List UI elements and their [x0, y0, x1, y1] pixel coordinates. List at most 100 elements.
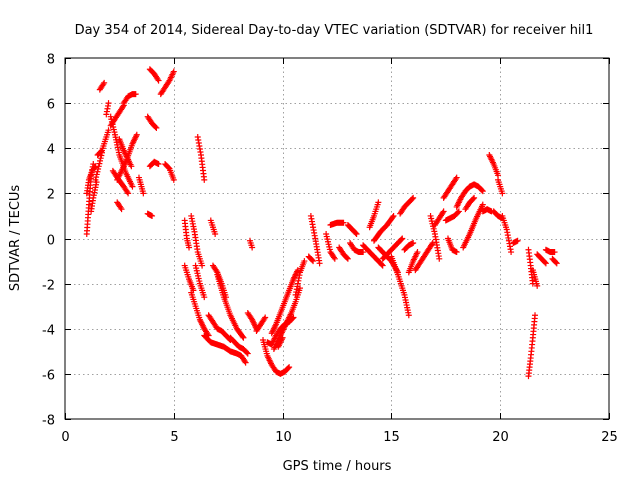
data-point: [128, 163, 135, 170]
series-arc-61: [427, 212, 443, 262]
data-point: [310, 258, 317, 265]
data-point: [199, 262, 206, 269]
data-point: [155, 161, 162, 168]
data-point: [379, 262, 386, 269]
data-point: [118, 206, 125, 213]
y-tick-label: 4: [47, 143, 55, 158]
series-arc-36: [253, 314, 269, 335]
x-axis-label: GPS time / hours: [283, 459, 392, 474]
series-arc-79: [534, 251, 549, 267]
data-point: [453, 174, 460, 181]
series-arc-15: [135, 174, 147, 197]
data-point: [479, 188, 486, 195]
data-point: [155, 77, 162, 84]
series-arc-26: [188, 289, 212, 339]
series-arc-02: [83, 163, 99, 197]
data-point: [213, 267, 220, 274]
data-point: [353, 230, 360, 237]
data-point: [508, 249, 515, 256]
series-arc-70: [479, 206, 495, 215]
series-arc-18: [144, 113, 160, 131]
y-tick-label: 0: [47, 234, 55, 249]
data-point: [352, 230, 359, 237]
data-point: [429, 240, 436, 247]
series-arc-47: [336, 244, 351, 262]
x-tick-label: 0: [61, 430, 69, 445]
data-point: [455, 208, 462, 215]
y-tick-label: 6: [47, 98, 55, 113]
data-point: [440, 208, 447, 215]
data-point: [105, 100, 112, 107]
data-point: [399, 235, 406, 242]
data-point: [149, 212, 156, 219]
data-point: [243, 349, 250, 356]
series-arc-17: [146, 66, 162, 84]
series-arc-55: [388, 253, 412, 319]
data-point: [479, 201, 486, 208]
series-arc-78: [529, 267, 541, 289]
data-point: [95, 166, 102, 173]
data-point: [96, 160, 103, 167]
series-arc-72: [495, 176, 506, 197]
data-point: [119, 103, 126, 110]
data-point: [97, 155, 104, 162]
data-point: [98, 148, 105, 155]
data-point: [124, 189, 131, 196]
series-arc-77: [525, 312, 539, 380]
axis-layer: 0 5 10 15 20 25 -8 -6 -4 -2 0 2 4 6 8: [42, 53, 618, 446]
y-tick-label: -2: [42, 279, 55, 294]
data-point: [551, 249, 558, 256]
series-arc-31: [214, 271, 247, 341]
data-point: [93, 171, 100, 178]
data-point: [389, 214, 396, 221]
series-arc-41: [275, 334, 286, 350]
data-point: [309, 257, 316, 264]
data-point: [117, 204, 124, 211]
y-tick-label: -4: [42, 324, 55, 339]
data-point: [91, 164, 98, 171]
x-tick-label: 5: [170, 430, 178, 445]
y-tick-label: -8: [42, 414, 55, 429]
data-point: [201, 176, 208, 183]
series-arc-74: [499, 212, 515, 256]
series-arc-28: [201, 332, 249, 366]
series-arc-32: [207, 217, 219, 237]
series-arc-67: [460, 201, 486, 251]
points-layer: [83, 66, 560, 380]
series-arc-34: [246, 237, 256, 251]
data-point: [261, 315, 268, 322]
data-point: [286, 364, 293, 371]
series-arc-27: [192, 262, 208, 301]
series-arc-46: [327, 219, 347, 228]
series-arc-14: [114, 199, 125, 213]
data-point: [212, 230, 219, 237]
series-arc-13: [116, 136, 135, 170]
series-arc-68: [466, 181, 486, 195]
data-point: [470, 195, 477, 202]
data-point: [186, 244, 193, 251]
series-arc-44: [305, 253, 317, 265]
series-arc-65: [444, 235, 460, 256]
x-tick-label: 20: [492, 430, 509, 445]
data-point: [240, 334, 247, 341]
y-tick-label: -6: [42, 369, 55, 384]
data-point: [453, 249, 460, 256]
data-point: [201, 294, 208, 301]
series-arc-43: [307, 212, 323, 267]
data-point: [478, 187, 485, 194]
chart-title: Day 354 of 2014, Sidereal Day-to-day VTE…: [75, 23, 594, 38]
series-arc-16: [144, 210, 156, 219]
data-point: [239, 333, 246, 340]
data-point: [316, 260, 323, 267]
data-point: [499, 190, 506, 197]
data-point: [249, 244, 256, 251]
series-arc-62: [431, 208, 447, 228]
series-arc-75: [510, 237, 521, 247]
data-point: [152, 124, 159, 131]
series-arc-80: [542, 246, 558, 256]
x-tick-label: 10: [275, 430, 292, 445]
series-arc-37: [260, 337, 293, 377]
data-point: [390, 212, 397, 219]
x-tick-label: 15: [383, 430, 400, 445]
